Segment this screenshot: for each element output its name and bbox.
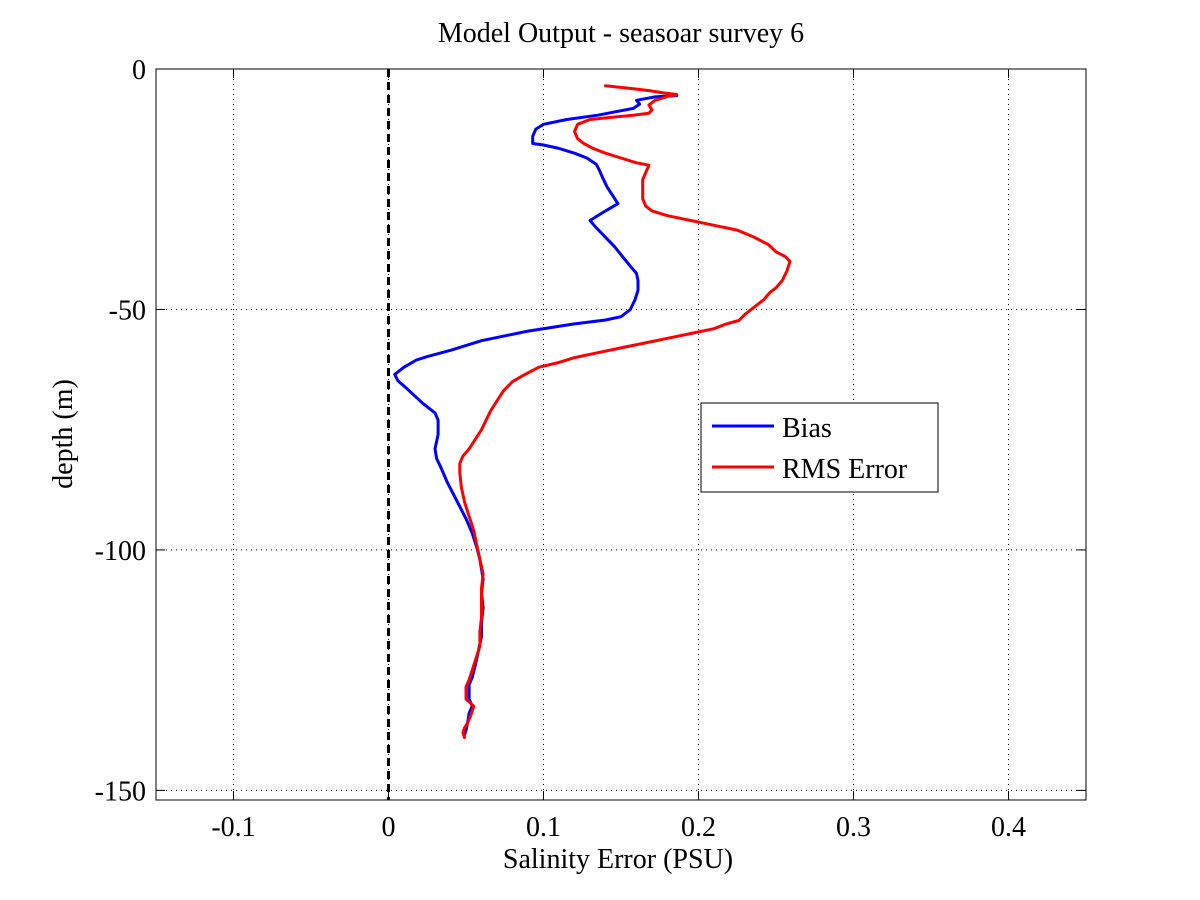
legend-label-bias: Bias — [782, 413, 832, 444]
x-tick-label: 0.4 — [991, 812, 1026, 843]
legend-box — [700, 402, 939, 493]
x-tick-label: 0.3 — [836, 812, 871, 843]
y-axis-label: depth (m) — [48, 379, 79, 489]
x-tick-label: 0 — [382, 812, 396, 843]
x-tick-label: -0.1 — [211, 812, 255, 843]
x-tick-label: 0.1 — [526, 812, 561, 843]
plot-area — [156, 69, 1086, 800]
series-group — [393, 84, 792, 739]
y-tick-label: -100 — [95, 536, 146, 567]
x-axis-label: Salinity Error (PSU) — [503, 844, 733, 875]
chart-title: Model Output - seasoar survey 6 — [438, 18, 804, 49]
legend: Bias RMS Error — [700, 402, 939, 493]
axis-ticks: -0.1 0 0.1 0.2 0.3 0.4 0 -50 -100 -150 — [95, 55, 1086, 843]
plot-frame — [155, 68, 1087, 801]
y-tick-label: 0 — [132, 55, 146, 86]
series-line-rms-error — [458, 84, 792, 739]
x-tick-label: 0.2 — [681, 812, 716, 843]
legend-label-rms-error: RMS Error — [782, 454, 908, 485]
y-tick-label: -50 — [109, 295, 146, 326]
y-tick-label: -150 — [95, 776, 146, 807]
